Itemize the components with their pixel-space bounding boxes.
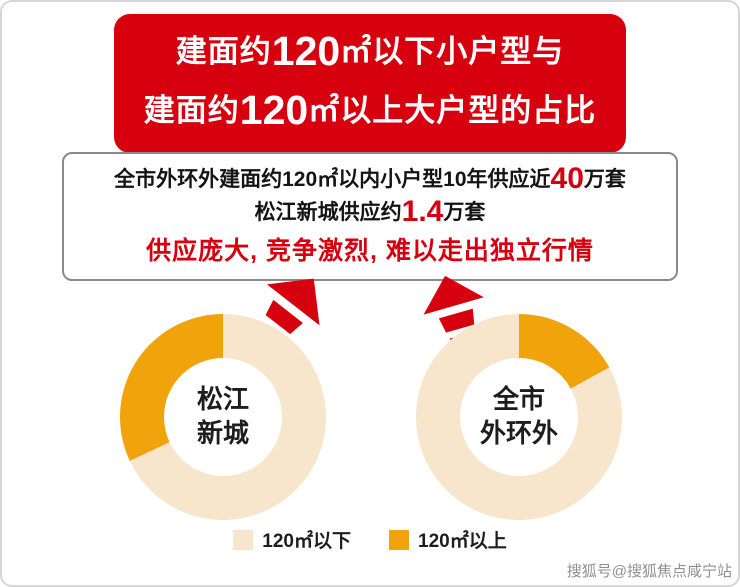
- watermark: 搜狐号@搜狐焦点咸宁站: [566, 563, 732, 580]
- donut-hole: 全市 外环外: [460, 358, 578, 476]
- donut-label-line1: 全市: [492, 384, 545, 415]
- info-line1-post: 万套: [583, 168, 626, 191]
- title-line2-num: 120: [239, 87, 309, 134]
- info-line2-highlight: 1.4: [401, 194, 444, 228]
- supply-info-box: 全市外环外建面约120㎡以内小户型10年供应近40万套 松江新城供应约1.4万套…: [62, 152, 678, 281]
- page-title: 建面约120㎡以下小户型与 建面约120㎡以上大户型的占比: [113, 14, 627, 153]
- title-line2-pre: 建面约: [143, 93, 240, 129]
- legend-label-above: 120㎡以上: [418, 531, 507, 552]
- title-wrap: 建面约120㎡以下小户型与 建面约120㎡以上大户型的占比: [2, 14, 738, 153]
- info-line-warning: 供应庞大, 竞争激烈, 难以走出独立行情: [146, 237, 594, 266]
- title-line1-num: 120: [271, 28, 341, 74]
- legend-item-below: 120㎡以下: [233, 526, 351, 553]
- title-line2: 建面约120㎡以上大户型的占比: [144, 81, 596, 140]
- title-line1-post: ㎡以下小户型与: [340, 34, 565, 69]
- info-line2-post: 万套: [443, 200, 486, 224]
- donut-chart-citywide: 全市 外环外: [416, 314, 622, 520]
- legend-item-above: 120㎡以上: [389, 526, 507, 553]
- donut-label-songjiang: 松江 新城: [197, 383, 249, 451]
- info-line-2: 松江新城供应约1.4万套: [72, 194, 668, 230]
- legend-label-below: 120㎡以下: [262, 531, 351, 552]
- donut-label-line1: 松江: [196, 384, 249, 415]
- legend-swatch-cream: [233, 529, 254, 550]
- donut-label-citywide: 全市 外环外: [480, 383, 558, 451]
- title-line1: 建面约120㎡以下小户型与: [144, 22, 596, 81]
- title-line2-post: ㎡以上大户型的占比: [308, 93, 597, 129]
- donut-label-line2: 外环外: [479, 418, 558, 448]
- info-line-1: 全市外环外建面约120㎡以内小户型10年供应近40万套: [72, 164, 668, 197]
- donut-label-line2: 新城: [196, 418, 249, 448]
- info-line2-pre: 松江新城供应约: [254, 200, 402, 224]
- donut-chart-songjiang: 松江 新城: [120, 314, 326, 520]
- chart-legend: 120㎡以下 120㎡以上: [2, 526, 738, 553]
- info-line1-pre: 全市外环外建面约120㎡以内小户型10年供应近: [114, 168, 551, 191]
- donut-hole: 松江 新城: [164, 358, 282, 476]
- info-line1-highlight: 40: [550, 162, 584, 195]
- title-line1-pre: 建面约: [175, 34, 272, 69]
- legend-swatch-orange: [389, 529, 409, 550]
